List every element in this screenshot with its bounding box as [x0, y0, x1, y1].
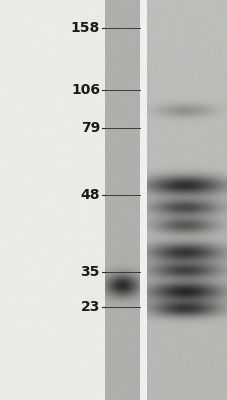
Text: 35: 35: [80, 265, 100, 279]
Text: 106: 106: [71, 83, 100, 97]
Text: 158: 158: [70, 21, 100, 35]
Text: 79: 79: [80, 121, 100, 135]
Text: 23: 23: [80, 300, 100, 314]
Text: 48: 48: [80, 188, 100, 202]
